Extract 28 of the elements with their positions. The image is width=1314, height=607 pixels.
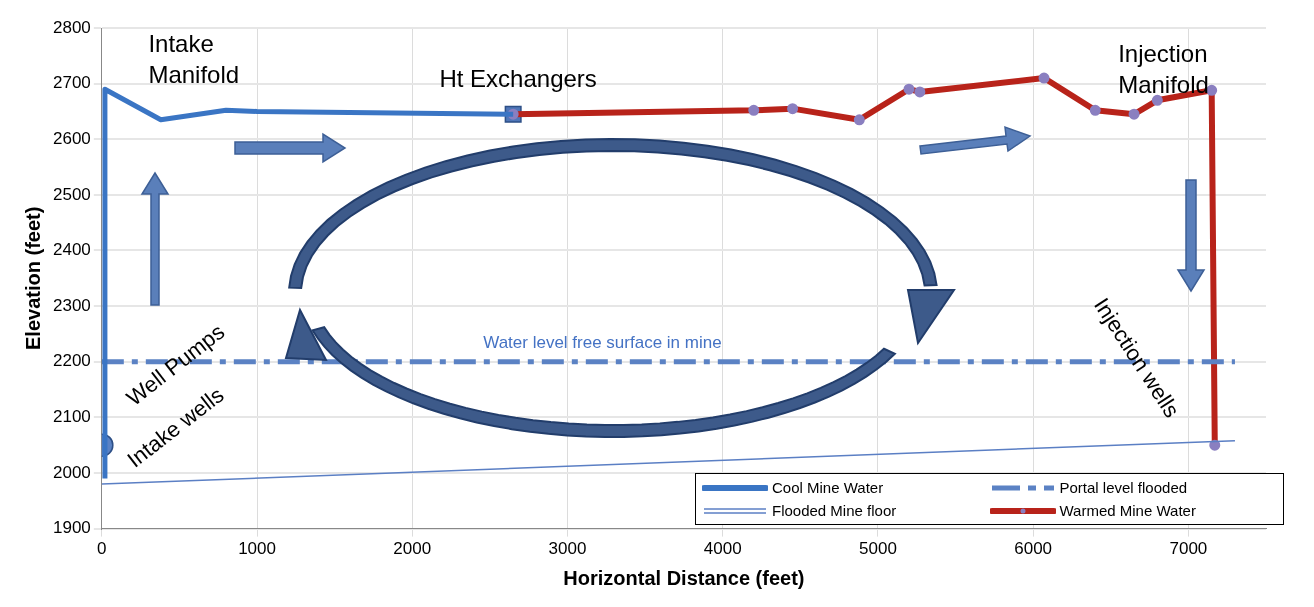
y-tick-label: 2100 <box>52 407 91 427</box>
y-tick-label: 1900 <box>52 518 91 538</box>
x-tick-label: 4000 <box>703 539 742 559</box>
y-tick-label: 2800 <box>52 17 91 37</box>
x-tick-label: 3000 <box>548 539 587 559</box>
annotation: Ht Exchangers <box>439 64 597 92</box>
y-tick-label: 2600 <box>52 128 91 148</box>
legend-label: Cool Mine Water <box>772 479 884 496</box>
y-tick-label: 2500 <box>52 184 91 204</box>
x-tick-label: 2000 <box>393 539 432 559</box>
y-tick-label: 2400 <box>52 240 91 260</box>
annotation: Intake Manifold <box>148 29 240 88</box>
x-tick-label: 1000 <box>238 539 276 559</box>
y-axis-title: Elevation (feet) <box>21 206 44 350</box>
annotation: Water level free surface in mine <box>483 333 722 353</box>
y-tick-label: 2200 <box>52 351 91 371</box>
x-tick-label: 7000 <box>1169 539 1208 559</box>
annotation: Injection Manifold <box>1118 39 1209 98</box>
x-tick-label: 5000 <box>859 539 897 559</box>
legend-label: Warmed Mine Water <box>1059 502 1196 519</box>
y-tick-label: 2700 <box>52 73 91 93</box>
x-axis-title: Horizontal Distance (feet) <box>563 566 805 589</box>
x-tick-label: 6000 <box>1014 539 1053 559</box>
x-tick-label: 0 <box>97 539 107 559</box>
legend-label: Portal level flooded <box>1059 479 1188 496</box>
legend-label: Flooded Mine floor <box>772 502 897 519</box>
y-tick-label: 2300 <box>52 295 91 315</box>
y-tick-label: 2000 <box>52 462 91 482</box>
